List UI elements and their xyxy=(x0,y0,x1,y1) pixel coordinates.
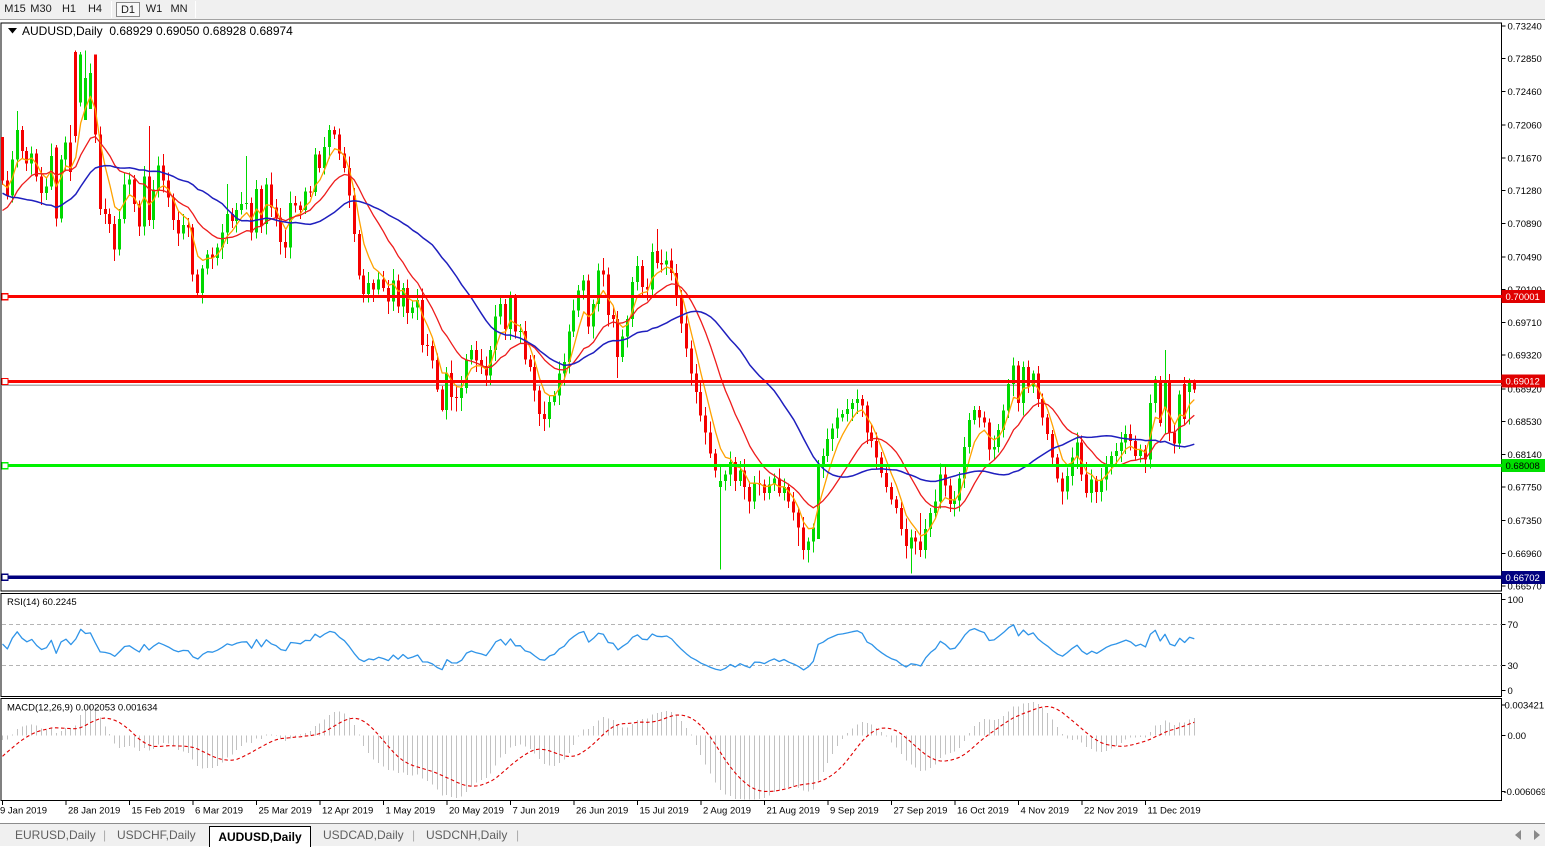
svg-text:RSI(14) 60.2245: RSI(14) 60.2245 xyxy=(7,597,77,608)
svg-text:0.68008: 0.68008 xyxy=(1506,461,1540,472)
svg-text:0.66960: 0.66960 xyxy=(1508,549,1542,560)
svg-text:0.70490: 0.70490 xyxy=(1508,252,1542,263)
svg-text:MACD(12,26,9) 0.002053 0.00163: MACD(12,26,9) 0.002053 0.001634 xyxy=(7,703,158,714)
svg-text:0.71280: 0.71280 xyxy=(1508,186,1542,197)
svg-text:100: 100 xyxy=(1508,595,1524,606)
svg-text:15 Feb 2019: 15 Feb 2019 xyxy=(132,806,185,817)
svg-text:0: 0 xyxy=(1508,686,1513,697)
svg-text:28 Jan 2019: 28 Jan 2019 xyxy=(68,806,120,817)
svg-text:70: 70 xyxy=(1508,620,1519,631)
svg-text:16 Oct 2019: 16 Oct 2019 xyxy=(957,806,1009,817)
svg-text:2 Aug 2019: 2 Aug 2019 xyxy=(703,806,751,817)
svg-text:0.70001: 0.70001 xyxy=(1506,292,1540,303)
svg-text:7 Jun 2019: 7 Jun 2019 xyxy=(513,806,560,817)
svg-text:0.00: 0.00 xyxy=(1508,731,1527,742)
svg-text:0.67750: 0.67750 xyxy=(1508,483,1542,494)
svg-text:0.72460: 0.72460 xyxy=(1508,87,1542,98)
svg-text:0.67350: 0.67350 xyxy=(1508,516,1542,527)
svg-text:30: 30 xyxy=(1508,661,1519,672)
svg-text:-0.006069: -0.006069 xyxy=(1504,787,1545,798)
svg-text:4 Nov 2019: 4 Nov 2019 xyxy=(1021,806,1070,817)
svg-text:0.003421: 0.003421 xyxy=(1505,701,1545,712)
svg-text:25 Mar 2019: 25 Mar 2019 xyxy=(259,806,312,817)
svg-text:0.71670: 0.71670 xyxy=(1508,153,1542,164)
svg-text:21 Aug 2019: 21 Aug 2019 xyxy=(767,806,820,817)
svg-text:12 Apr 2019: 12 Apr 2019 xyxy=(322,806,373,817)
svg-text:0.72850: 0.72850 xyxy=(1508,54,1542,65)
svg-text:0.66702: 0.66702 xyxy=(1506,573,1540,584)
svg-text:0.72060: 0.72060 xyxy=(1508,121,1542,132)
svg-text:1 May 2019: 1 May 2019 xyxy=(386,806,436,817)
svg-text:9 Jan 2019: 9 Jan 2019 xyxy=(0,806,47,817)
svg-text:0.69320: 0.69320 xyxy=(1508,351,1542,362)
svg-text:11 Dec 2019: 11 Dec 2019 xyxy=(1148,806,1201,817)
svg-text:22 Nov 2019: 22 Nov 2019 xyxy=(1084,806,1138,817)
svg-text:20 May 2019: 20 May 2019 xyxy=(449,806,504,817)
svg-text:0.70890: 0.70890 xyxy=(1508,219,1542,230)
svg-text:0.73240: 0.73240 xyxy=(1508,21,1542,32)
svg-text:9 Sep 2019: 9 Sep 2019 xyxy=(830,806,879,817)
svg-text:0.69710: 0.69710 xyxy=(1508,318,1542,329)
svg-text:0.68530: 0.68530 xyxy=(1508,417,1542,428)
svg-text:0.69012: 0.69012 xyxy=(1506,377,1540,388)
svg-text:27 Sep 2019: 27 Sep 2019 xyxy=(894,806,948,817)
svg-text:6 Mar 2019: 6 Mar 2019 xyxy=(195,806,243,817)
svg-text:26 Jun 2019: 26 Jun 2019 xyxy=(576,806,628,817)
svg-text:15 Jul 2019: 15 Jul 2019 xyxy=(640,806,689,817)
svg-text:AUDUSD,Daily 0.68929 0.69050: AUDUSD,Daily 0.68929 0.69050 0.68928 0.6… xyxy=(22,24,293,38)
